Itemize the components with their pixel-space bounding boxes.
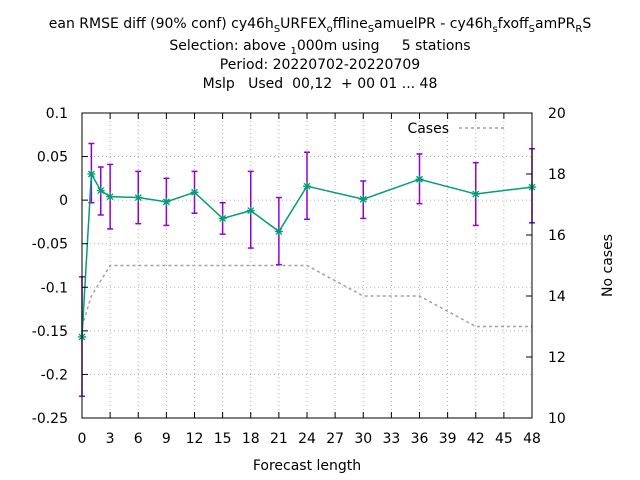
- data-point: [274, 227, 283, 236]
- x-tick-label: 21: [270, 431, 288, 447]
- data-point: [190, 188, 199, 197]
- x-tick-label: 0: [78, 431, 87, 447]
- data-point: [471, 190, 480, 199]
- data-point: [162, 197, 171, 206]
- x-tick-label: 48: [523, 431, 541, 447]
- point-mark-d2: [97, 187, 105, 195]
- y-tick-label: -0.05: [32, 237, 68, 253]
- data-point: [218, 214, 227, 223]
- x-tick-label: 24: [298, 431, 316, 447]
- data-point: [96, 186, 105, 195]
- y-tick-label: -0.25: [32, 411, 68, 427]
- x-tick-label: 42: [467, 431, 485, 447]
- y-tick-label: 0.05: [37, 150, 68, 166]
- point-mark-d2: [359, 195, 367, 203]
- x-axis-label: Forecast length: [253, 458, 361, 474]
- x-tick-label: 27: [326, 431, 344, 447]
- y2-tick-label: 12: [548, 350, 566, 366]
- point-mark-d2: [219, 214, 227, 222]
- point-mark-d2: [162, 198, 170, 206]
- point-mark-d2: [472, 190, 480, 198]
- y-tick-label: -0.15: [32, 324, 68, 340]
- axis-ticks: 0 3 6 9 12 15 18 21 24 27 30 33 36 39 42 45 48-0.25-0.2-…: [32, 106, 566, 447]
- x-tick-label: 30: [354, 431, 372, 447]
- point-mark-d2: [87, 170, 95, 178]
- y2-tick-label: 20: [548, 106, 566, 122]
- x-tick-label: 39: [439, 431, 457, 447]
- data-point: [415, 175, 424, 184]
- data-point: [303, 182, 311, 191]
- chart-title-line-1: ean RMSE diff (90% conf) cy46hSURFEXoffl…: [48, 16, 592, 35]
- legend-label-cases: Cases: [407, 121, 449, 137]
- point-mark-d2: [134, 194, 142, 201]
- y-tick-label: 0.1: [46, 106, 68, 122]
- x-tick-label: 15: [214, 431, 232, 447]
- point-mark-d2: [303, 182, 311, 190]
- y-tick-label: -0.1: [41, 280, 68, 296]
- x-tick-label: 45: [495, 431, 513, 447]
- chart-title-line-4: Mslp Used 00,12 + 00 01 ... 48: [202, 76, 438, 92]
- chart-title-line-3: Period: 20220702-20220709: [219, 57, 421, 73]
- data-point: [246, 206, 255, 215]
- y2-tick-label: 16: [548, 228, 566, 244]
- x-tick-label: 36: [411, 431, 429, 447]
- cases-series: [81, 264, 532, 328]
- point-mark-d2: [106, 193, 114, 201]
- data-point: [134, 193, 143, 202]
- y2-axis-label: No cases: [600, 234, 616, 297]
- cases-line: [81, 264, 532, 328]
- x-tick-label: 3: [106, 431, 115, 447]
- chart-title-line-2: Selection: above 1000m using 5 stations: [169, 38, 471, 57]
- y2-tick-label: 10: [548, 411, 566, 427]
- x-tick-label: 33: [382, 431, 400, 447]
- point-mark-d2: [247, 207, 255, 215]
- x-tick-label: 9: [162, 431, 171, 447]
- y2-tick-label: 18: [548, 167, 566, 183]
- data-point: [87, 170, 96, 178]
- x-tick-label: 12: [186, 431, 204, 447]
- data-point: [359, 195, 368, 204]
- x-tick-label: 18: [242, 431, 260, 447]
- point-mark-d2: [275, 228, 283, 235]
- point-mark-d2: [191, 188, 198, 196]
- legend: Cases: [407, 121, 506, 137]
- y-tick-label: 0: [59, 193, 68, 209]
- point-mark-d2: [416, 175, 423, 183]
- y-tick-label: -0.2: [41, 367, 68, 383]
- data-point: [106, 192, 115, 201]
- y2-tick-label: 14: [548, 289, 566, 305]
- x-tick-label: 6: [134, 431, 143, 447]
